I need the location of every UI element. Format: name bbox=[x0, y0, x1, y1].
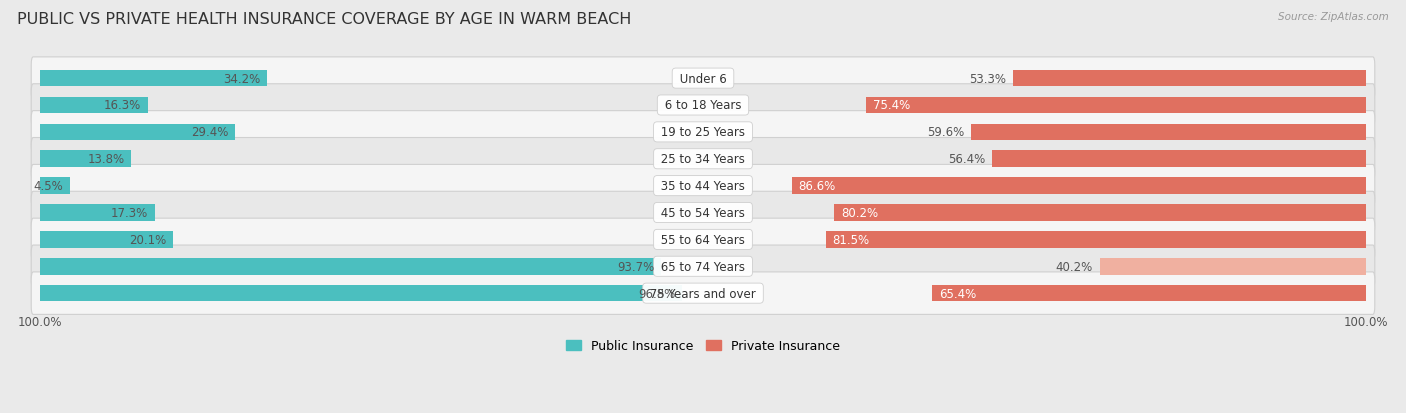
Bar bbox=[993, 151, 1367, 168]
Bar bbox=[39, 232, 173, 248]
Text: 17.3%: 17.3% bbox=[111, 206, 148, 219]
Text: 86.6%: 86.6% bbox=[799, 180, 835, 192]
Text: 25 to 34 Years: 25 to 34 Years bbox=[657, 153, 749, 166]
Text: 29.4%: 29.4% bbox=[191, 126, 228, 139]
Text: PUBLIC VS PRIVATE HEALTH INSURANCE COVERAGE BY AGE IN WARM BEACH: PUBLIC VS PRIVATE HEALTH INSURANCE COVER… bbox=[17, 12, 631, 27]
Text: 6 to 18 Years: 6 to 18 Years bbox=[661, 99, 745, 112]
Text: 75.4%: 75.4% bbox=[873, 99, 910, 112]
Bar bbox=[1099, 258, 1367, 275]
Bar bbox=[39, 71, 267, 87]
Text: Source: ZipAtlas.com: Source: ZipAtlas.com bbox=[1278, 12, 1389, 22]
FancyBboxPatch shape bbox=[31, 165, 1375, 207]
FancyBboxPatch shape bbox=[31, 245, 1375, 288]
Text: 45 to 54 Years: 45 to 54 Years bbox=[657, 206, 749, 219]
Text: 96.8%: 96.8% bbox=[638, 287, 675, 300]
Bar bbox=[866, 97, 1367, 114]
Text: 65.4%: 65.4% bbox=[939, 287, 976, 300]
Bar bbox=[932, 285, 1367, 302]
Text: 13.8%: 13.8% bbox=[87, 153, 125, 166]
Text: 40.2%: 40.2% bbox=[1056, 260, 1092, 273]
FancyBboxPatch shape bbox=[31, 58, 1375, 100]
Text: Under 6: Under 6 bbox=[676, 72, 730, 85]
Text: 19 to 25 Years: 19 to 25 Years bbox=[657, 126, 749, 139]
Bar bbox=[39, 151, 131, 168]
Text: 65 to 74 Years: 65 to 74 Years bbox=[657, 260, 749, 273]
Text: 81.5%: 81.5% bbox=[832, 233, 869, 246]
Bar bbox=[39, 285, 682, 302]
FancyBboxPatch shape bbox=[31, 218, 1375, 261]
Bar bbox=[1012, 71, 1367, 87]
Text: 55 to 64 Years: 55 to 64 Years bbox=[657, 233, 749, 246]
Bar bbox=[39, 205, 155, 221]
Text: 75 Years and over: 75 Years and over bbox=[647, 287, 759, 300]
Text: 34.2%: 34.2% bbox=[222, 72, 260, 85]
Text: 16.3%: 16.3% bbox=[104, 99, 141, 112]
Text: 80.2%: 80.2% bbox=[841, 206, 879, 219]
Text: 53.3%: 53.3% bbox=[969, 72, 1007, 85]
Bar bbox=[39, 258, 661, 275]
Text: 20.1%: 20.1% bbox=[129, 233, 166, 246]
Bar bbox=[39, 178, 70, 195]
FancyBboxPatch shape bbox=[31, 112, 1375, 154]
Bar bbox=[972, 124, 1367, 141]
Bar bbox=[39, 124, 235, 141]
FancyBboxPatch shape bbox=[31, 192, 1375, 234]
Text: 4.5%: 4.5% bbox=[34, 180, 63, 192]
Text: 93.7%: 93.7% bbox=[617, 260, 655, 273]
Text: 35 to 44 Years: 35 to 44 Years bbox=[657, 180, 749, 192]
Text: 59.6%: 59.6% bbox=[927, 126, 965, 139]
Bar bbox=[792, 178, 1367, 195]
Legend: Public Insurance, Private Insurance: Public Insurance, Private Insurance bbox=[561, 335, 845, 358]
Text: 56.4%: 56.4% bbox=[948, 153, 986, 166]
Bar bbox=[834, 205, 1367, 221]
Bar bbox=[39, 97, 148, 114]
Bar bbox=[825, 232, 1367, 248]
FancyBboxPatch shape bbox=[31, 85, 1375, 127]
FancyBboxPatch shape bbox=[31, 138, 1375, 180]
FancyBboxPatch shape bbox=[31, 272, 1375, 315]
